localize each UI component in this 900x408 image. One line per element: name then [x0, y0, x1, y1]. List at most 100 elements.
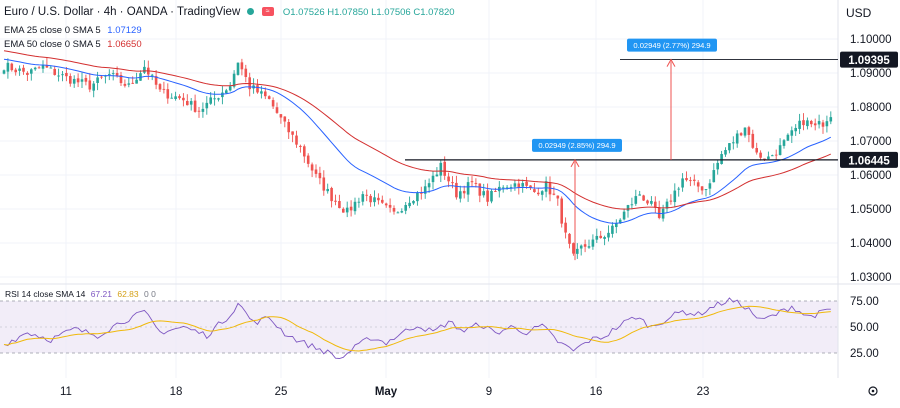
candle-body — [743, 127, 747, 136]
price-marker-box — [840, 51, 898, 68]
candle-body — [412, 200, 415, 204]
candle-body — [111, 73, 115, 75]
indicator-ema50[interactable]: EMA 50 close 0 SMA 5 1.06650 — [4, 39, 142, 50]
candle-body — [275, 107, 279, 113]
candle-body — [260, 91, 263, 94]
candle-body — [763, 158, 766, 160]
candle-body — [420, 192, 423, 194]
candle-body — [84, 77, 88, 82]
candle-body — [427, 183, 431, 188]
candle-body — [287, 122, 290, 133]
candle-body — [501, 187, 505, 189]
symbol-title[interactable]: Euro / U.S. Dollar · 4h · OANDA · Tradin… — [4, 6, 241, 18]
candle-body — [96, 77, 99, 83]
candle-body — [669, 200, 673, 202]
rsi-tick-label: 75.00 — [850, 296, 879, 308]
candle-body — [735, 133, 739, 144]
candle-body — [303, 146, 306, 157]
candle-body — [665, 201, 669, 209]
candle-body — [201, 108, 205, 112]
ohlc-values: O1.07526 H1.07850 L1.07506 C1.07820 — [282, 7, 455, 18]
rsi-tick-label: 25.00 — [850, 348, 879, 360]
ema50-line — [3, 50, 831, 210]
candle-body — [244, 68, 248, 78]
rsi-sma-line — [3, 305, 831, 352]
candle-body — [693, 179, 696, 181]
candle-body — [279, 114, 283, 118]
candle-body — [69, 76, 72, 84]
candle-body — [291, 131, 294, 135]
candle-body — [634, 196, 638, 204]
candle-body — [564, 222, 567, 233]
indicator-ema25[interactable]: EMA 25 close 0 SMA 5 1.07129 — [4, 25, 142, 36]
candle-body — [384, 203, 388, 206]
price-tick-label: 1.08000 — [850, 102, 892, 114]
candle-body — [2, 70, 6, 74]
candle-body — [37, 67, 41, 69]
candle-body — [10, 63, 14, 71]
price-tick-label: 1.10000 — [850, 34, 892, 46]
candle-body — [611, 225, 614, 234]
price-tick-label: 1.05000 — [850, 204, 892, 216]
chart-header: Euro / U.S. Dollar · 4h · OANDA · Tradin… — [4, 6, 455, 18]
candle-body — [322, 177, 326, 191]
candle-body — [174, 96, 177, 100]
candle-body — [439, 162, 443, 176]
candle-body — [310, 164, 314, 171]
candle-body — [267, 96, 271, 99]
candle-body — [618, 219, 622, 224]
candle-body — [813, 123, 817, 126]
settings-icon[interactable] — [868, 386, 878, 396]
rsi-value: 67.21 — [90, 289, 112, 299]
indicator-ema50-label: EMA 50 close 0 SMA 5 — [4, 39, 101, 50]
candle-body — [790, 130, 794, 136]
candle-body — [26, 72, 29, 75]
time-tick-label: May — [375, 386, 398, 398]
indicator-ema50-value: 1.06650 — [107, 39, 142, 50]
candle-body — [482, 191, 485, 196]
time-tick-label: 23 — [697, 386, 710, 398]
candle-body — [806, 120, 809, 127]
currency-selector[interactable]: USD — [846, 6, 872, 20]
candle-body — [357, 201, 361, 203]
candle-body — [349, 206, 353, 211]
candle-body — [700, 186, 704, 191]
candle-body — [108, 73, 111, 75]
candle-body — [228, 86, 232, 91]
candle-body — [728, 143, 731, 151]
candle-body — [404, 205, 407, 211]
candle-body — [732, 142, 735, 144]
candle-body — [782, 140, 786, 146]
candle-body — [568, 233, 571, 244]
candle-body — [18, 68, 21, 71]
candle-body — [470, 181, 474, 183]
candle-body — [306, 155, 310, 164]
candle-body — [755, 148, 758, 153]
drawings[interactable]: 0.02949 (2.85%) 294.9 0.02949 (2.77%) 294… — [405, 38, 838, 261]
candle-body — [205, 102, 209, 109]
price-tick-label: 1.06000 — [850, 170, 892, 182]
candle-body — [416, 192, 419, 202]
market-status-icon — [247, 7, 255, 15]
candle-body — [638, 194, 641, 196]
data-flag-icon[interactable]: ≈ — [261, 7, 274, 17]
candle-body — [182, 97, 185, 101]
rsi-legend[interactable]: RSI 14 close SMA 14 67.21 62.83 0 0 — [5, 289, 156, 299]
candle-body — [49, 67, 53, 69]
candle-body — [505, 187, 509, 189]
candle-body — [135, 79, 138, 84]
candle-body — [646, 200, 649, 204]
price-tick-label: 1.03000 — [850, 272, 892, 284]
candle-body — [712, 170, 716, 183]
candle-body — [221, 92, 224, 98]
candle-body — [537, 192, 540, 195]
candle-body — [821, 122, 825, 127]
candle-body — [388, 204, 392, 208]
candle-body — [825, 121, 829, 127]
candle-body — [474, 182, 478, 184]
candle-body — [716, 162, 719, 170]
candle-body — [209, 97, 212, 104]
candle-body — [778, 145, 782, 156]
candle-body — [466, 182, 470, 195]
